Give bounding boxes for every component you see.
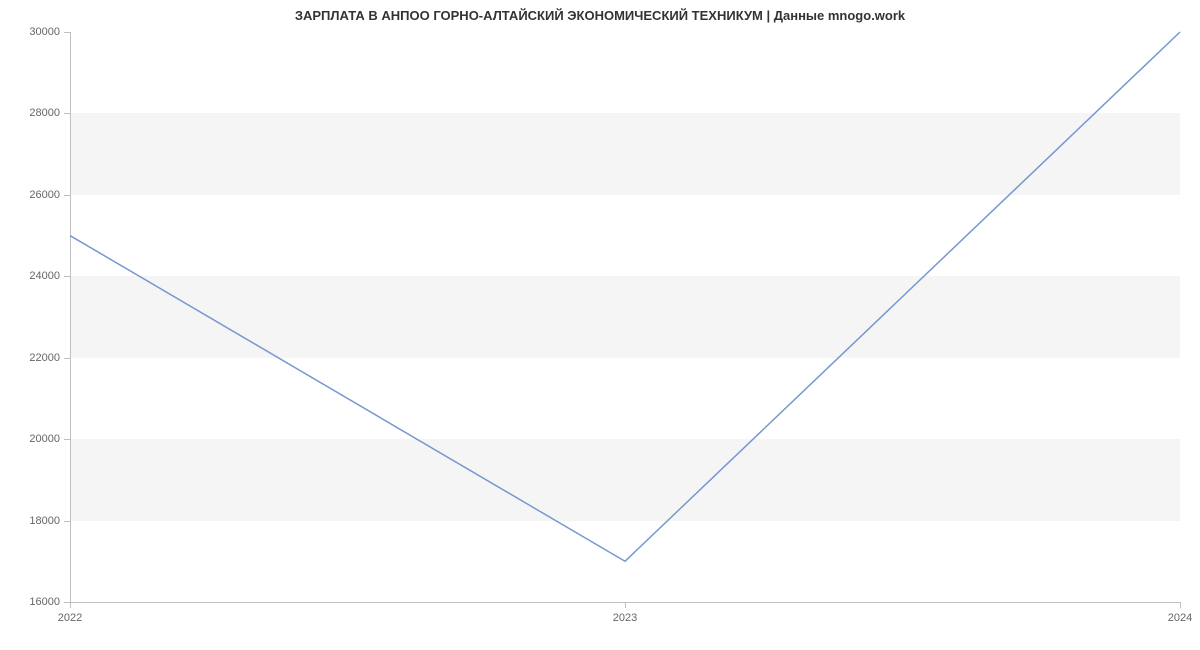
x-tick-label: 2022: [58, 612, 82, 624]
x-tick-label: 2023: [613, 612, 637, 624]
x-tick: [1180, 602, 1181, 608]
plot-area: 1600018000200002200024000260002800030000…: [70, 32, 1180, 602]
y-tick-label: 18000: [10, 515, 60, 527]
y-tick-label: 22000: [10, 352, 60, 364]
x-tick: [625, 602, 626, 608]
x-tick: [70, 602, 71, 608]
x-tick-label: 2024: [1168, 612, 1192, 624]
y-tick-label: 20000: [10, 433, 60, 445]
y-tick-label: 28000: [10, 107, 60, 119]
y-tick-label: 26000: [10, 189, 60, 201]
series-line: [70, 32, 1180, 602]
y-tick-label: 16000: [10, 596, 60, 608]
y-tick-label: 30000: [10, 26, 60, 38]
chart-title: ЗАРПЛАТА В АНПОО ГОРНО-АЛТАЙСКИЙ ЭКОНОМИ…: [0, 8, 1200, 23]
salary-chart: ЗАРПЛАТА В АНПОО ГОРНО-АЛТАЙСКИЙ ЭКОНОМИ…: [0, 0, 1200, 650]
y-tick-label: 24000: [10, 270, 60, 282]
